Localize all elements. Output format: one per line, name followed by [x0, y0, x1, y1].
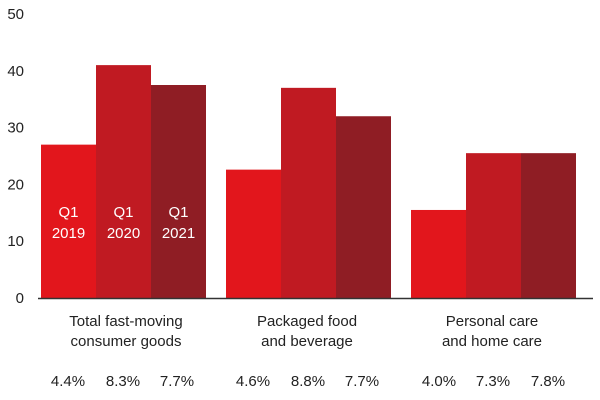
- bar: [336, 116, 391, 299]
- growth-rate: 4.4%: [50, 373, 86, 390]
- growth-rate: 7.7%: [159, 373, 195, 390]
- y-tick-label: 40: [7, 63, 24, 80]
- growth-rate: 7.8%: [530, 373, 566, 390]
- bar: [411, 209, 466, 298]
- category-label-line: Total fast-moving: [69, 313, 183, 330]
- y-axis-ticks: 0 10 20 30 40 50: [7, 6, 24, 307]
- category-label-line: and beverage: [261, 333, 353, 350]
- category-label-personal-care: Personal care and home care: [407, 312, 577, 352]
- growth-rate: 7.7%: [344, 373, 380, 390]
- bar: [281, 87, 336, 298]
- growth-rate: 4.6%: [235, 373, 271, 390]
- category-label-total-fmcg: Total fast-moving consumer goods: [41, 312, 211, 352]
- series-label: 2020: [107, 225, 140, 242]
- y-tick-label: 50: [7, 6, 24, 23]
- category-label-line: Packaged food: [256, 313, 358, 330]
- series-label: Q1: [58, 204, 78, 221]
- y-tick-label: 0: [16, 290, 24, 307]
- y-tick-label: 20: [7, 176, 24, 193]
- bar: [96, 65, 151, 299]
- growth-rate: 4.0%: [421, 373, 457, 390]
- growth-rate: 8.3%: [105, 373, 141, 390]
- bar: [521, 153, 576, 298]
- series-labels: Q1 2019 Q1 2020 Q1 2021: [52, 204, 195, 242]
- category-label-packaged-food: Packaged food and beverage: [222, 312, 392, 352]
- bar: [466, 153, 521, 298]
- bar: [226, 169, 281, 298]
- category-label-line: Personal care: [445, 313, 539, 330]
- y-tick-label: 30: [7, 120, 24, 137]
- series-label: 2021: [162, 225, 195, 242]
- bar: [151, 85, 206, 298]
- bar: [41, 144, 96, 298]
- y-tick-label: 10: [7, 233, 24, 250]
- category-label-line: and home care: [441, 333, 543, 350]
- bars: [41, 65, 576, 299]
- category-label-line: consumer goods: [70, 333, 182, 350]
- series-label: Q1: [113, 204, 133, 221]
- growth-rate: 7.3%: [475, 373, 511, 390]
- series-label: Q1: [168, 204, 188, 221]
- growth-rate: 8.8%: [290, 373, 326, 390]
- series-label: 2019: [52, 225, 85, 242]
